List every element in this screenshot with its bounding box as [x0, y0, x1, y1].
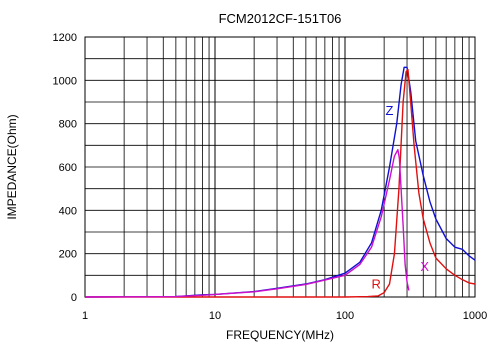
y-tick-label: 1200 — [53, 32, 77, 44]
x-tick-label: 1 — [82, 310, 88, 322]
tick-labels: 1 10 100 1000 0 200 400 600 800 1000 1200 — [53, 32, 488, 322]
y-tick-label: 1000 — [53, 75, 77, 87]
grid — [85, 37, 475, 297]
y-tick-label: 200 — [59, 249, 77, 261]
series-lines — [84, 66, 476, 298]
y-tick-label: 0 — [71, 292, 77, 304]
chart-title: FCM2012CF-151T06 — [219, 11, 342, 26]
x-axis-label: FREQUENCY(MHz) — [226, 328, 334, 342]
y-tick-label: 600 — [59, 162, 77, 174]
series-labels: Z R X — [372, 103, 430, 291]
y-axis-label: IMPEDANCE(Ohm) — [5, 114, 19, 219]
series-line-r — [85, 68, 476, 298]
y-tick-label: 400 — [59, 205, 77, 217]
y-tick-label: 800 — [59, 119, 77, 131]
series-line-x — [84, 148, 410, 298]
x-tick-label: 10 — [209, 310, 221, 322]
series-label-r: R — [372, 276, 381, 291]
series-label-x: X — [420, 259, 429, 274]
x-tick-label: 1000 — [463, 310, 487, 322]
series-label-z: Z — [386, 103, 394, 118]
x-tick-label: 100 — [336, 310, 354, 322]
